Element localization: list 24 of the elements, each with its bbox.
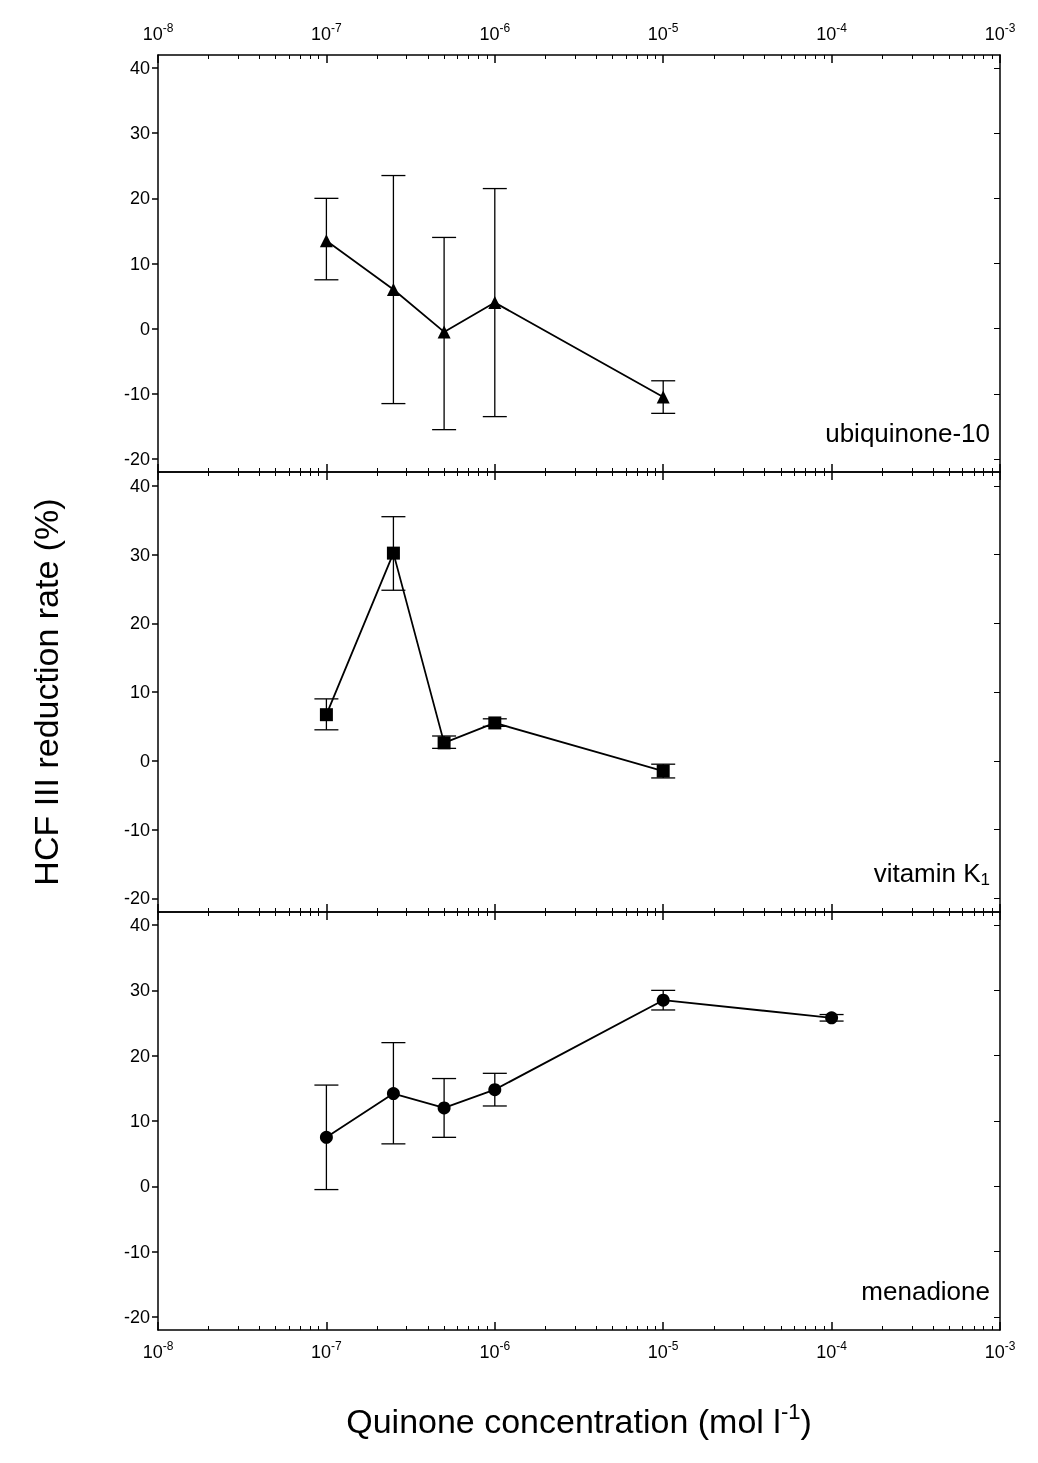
y-tick-label: -10 bbox=[123, 819, 150, 840]
y-axis-title: HCF III reduction rate (%) bbox=[27, 498, 65, 886]
y-tick-label: 40 bbox=[129, 915, 150, 936]
y-tick-label: 20 bbox=[129, 1045, 150, 1066]
y-tick-label: 10 bbox=[129, 682, 150, 702]
y-tick-label: 10 bbox=[129, 253, 150, 274]
y-tick-label: 0 bbox=[139, 750, 150, 771]
y-tick-label: 0 bbox=[139, 1176, 150, 1197]
annotation: menadione bbox=[861, 1276, 990, 1306]
annotation: ubiquinone-10 bbox=[825, 418, 990, 448]
y-tick-label: 0 bbox=[139, 318, 150, 339]
y-tick-label: 10 bbox=[129, 1111, 150, 1131]
y-tick-label: 40 bbox=[129, 475, 150, 496]
y-tick-label: 20 bbox=[129, 188, 150, 209]
y-tick-label: -10 bbox=[123, 383, 150, 404]
y-tick-label: 30 bbox=[129, 980, 150, 1001]
y-tick-label: 30 bbox=[129, 544, 150, 565]
y-tick-label: 30 bbox=[129, 123, 150, 144]
y-tick-label: -10 bbox=[123, 1241, 150, 1262]
y-tick-label: -20 bbox=[123, 448, 150, 469]
y-tick-label: -20 bbox=[123, 1306, 150, 1327]
y-tick-label: -20 bbox=[123, 888, 150, 909]
y-tick-label: 20 bbox=[129, 613, 150, 634]
y-tick-label: 40 bbox=[129, 58, 150, 79]
